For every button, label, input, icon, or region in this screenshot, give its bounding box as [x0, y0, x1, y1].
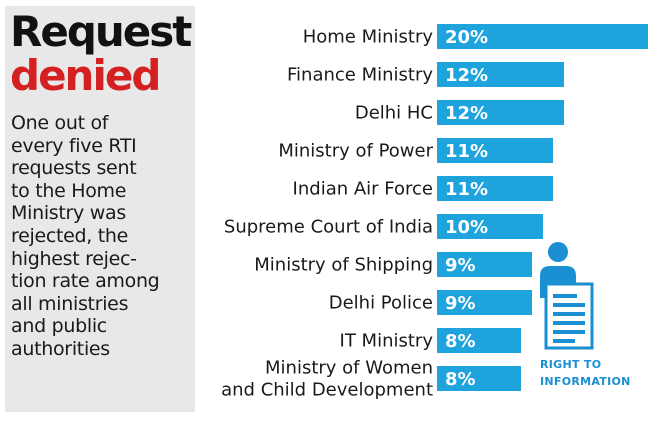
category-label: Delhi HC [355, 103, 433, 124]
headline-line-2: denied [10, 51, 161, 100]
description-line: and public [11, 315, 107, 338]
category-label: Ministry of Power [278, 141, 433, 162]
description-line: tion rate among [11, 270, 160, 293]
category-label: Finance Ministry [287, 65, 433, 86]
description-line: One out of [11, 112, 109, 134]
headline: Request denied [10, 7, 192, 100]
description-line: all ministries [11, 292, 129, 315]
bar-value-label: 8% [445, 331, 476, 352]
description-text: One out of every five RTI requests sent to … [11, 112, 193, 361]
category-label: Ministry of Women [265, 358, 433, 379]
bar-value-label: 20% [445, 27, 488, 48]
category-label: Ministry of Shipping [254, 255, 433, 276]
category-label: and Child Development [221, 380, 433, 401]
category-label: Home Ministry [303, 27, 434, 48]
description-line: requests sent [11, 157, 137, 180]
category-label: Indian Air Force [293, 179, 433, 200]
bar [437, 176, 553, 201]
description-panel [5, 6, 195, 412]
bar [437, 214, 543, 239]
bar-value-label: 11% [445, 141, 488, 162]
description-line: Ministry was [11, 202, 126, 225]
bar-value-label: 12% [445, 103, 488, 124]
bar-value-label: 11% [445, 179, 488, 200]
bar [437, 328, 521, 353]
description-line: to the Home [11, 179, 127, 202]
description-line: every five RTI [11, 134, 137, 157]
bar [437, 62, 564, 87]
bar [437, 252, 532, 277]
bar-value-label: 12% [445, 65, 488, 86]
document-person-icon [540, 242, 594, 350]
description-line: authorities [11, 337, 110, 360]
headline-line-1: Request [10, 7, 192, 56]
bar [437, 366, 521, 391]
bar-value-label: 9% [445, 255, 476, 276]
category-label: IT Ministry [340, 331, 434, 352]
description-line: highest rejec- [11, 247, 137, 270]
bar-value-label: 9% [445, 293, 476, 314]
bar [437, 290, 532, 315]
category-label: Delhi Police [329, 293, 433, 314]
bar [437, 138, 553, 163]
bar [437, 100, 564, 125]
bar [437, 24, 648, 49]
rti-caption-line: RIGHT TO [540, 358, 602, 371]
rti-caption-line: INFORMATION [540, 375, 631, 388]
description-line: rejected, the [11, 224, 129, 247]
bar-value-label: 10% [445, 217, 488, 238]
bar-value-label: 8% [445, 369, 476, 390]
rti-caption: RIGHT TO INFORMATION [540, 356, 650, 390]
category-label: Supreme Court of India [224, 217, 433, 238]
